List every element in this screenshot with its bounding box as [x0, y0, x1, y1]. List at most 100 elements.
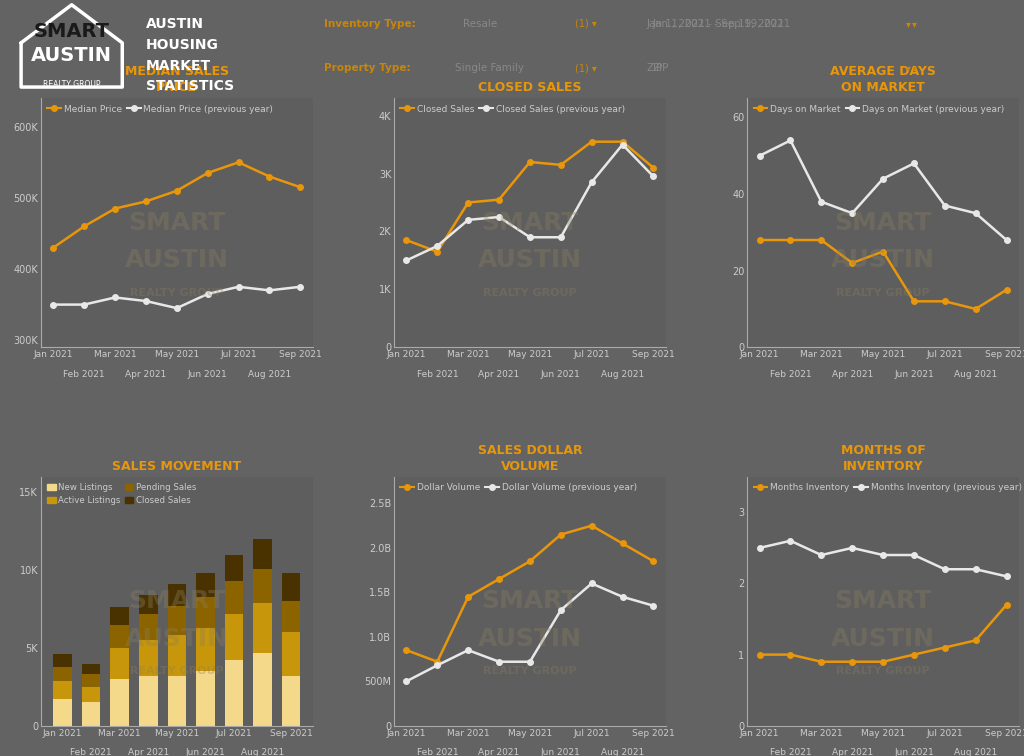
- Text: ▾: ▾: [912, 19, 918, 29]
- Text: SMART: SMART: [128, 211, 225, 235]
- Text: Aug 2021: Aug 2021: [954, 370, 997, 379]
- Bar: [139, 640, 158, 676]
- Text: Aug 2021: Aug 2021: [241, 748, 284, 756]
- Bar: [111, 679, 129, 726]
- Text: Jun 2021: Jun 2021: [187, 370, 227, 379]
- Text: AUSTIN: AUSTIN: [146, 17, 204, 31]
- Title: SALES DOLLAR
VOLUME: SALES DOLLAR VOLUME: [477, 444, 583, 472]
- Bar: [253, 539, 271, 569]
- Bar: [53, 667, 72, 680]
- Title: MEDIAN SALES
PRICE: MEDIAN SALES PRICE: [125, 65, 228, 94]
- Text: (1) ▾: (1) ▾: [574, 19, 596, 29]
- Text: SMART: SMART: [481, 211, 579, 235]
- Text: ▾: ▾: [905, 64, 910, 73]
- Bar: [82, 664, 100, 674]
- Text: HOUSING: HOUSING: [146, 38, 219, 52]
- Text: Feb 2021: Feb 2021: [417, 370, 458, 379]
- Text: Feb 2021: Feb 2021: [71, 748, 112, 756]
- Legend: New Listings, Active Listings, Pending Sales, Closed Sales: New Listings, Active Listings, Pending S…: [45, 481, 199, 507]
- Text: Feb 2021: Feb 2021: [417, 748, 458, 756]
- Text: REALTY GROUP: REALTY GROUP: [483, 666, 577, 676]
- Bar: [224, 614, 243, 661]
- Bar: [139, 676, 158, 726]
- Text: REALTY GROUP: REALTY GROUP: [43, 80, 100, 88]
- Text: Apr 2021: Apr 2021: [125, 370, 167, 379]
- Text: Single Family: Single Family: [455, 64, 524, 73]
- Text: SMART: SMART: [835, 211, 932, 235]
- Text: SMART: SMART: [835, 589, 932, 613]
- Text: MARKET: MARKET: [146, 59, 211, 73]
- Bar: [111, 624, 129, 648]
- Text: Jan 1, 2021 - Sep 19, 2021: Jan 1, 2021 - Sep 19, 2021: [647, 19, 785, 29]
- Text: ZIP: ZIP: [652, 64, 669, 73]
- Text: Apr 2021: Apr 2021: [478, 370, 519, 379]
- Bar: [82, 702, 100, 726]
- Text: Jun 2021: Jun 2021: [894, 370, 934, 379]
- Text: Apr 2021: Apr 2021: [128, 748, 169, 756]
- Bar: [224, 661, 243, 726]
- Text: Apr 2021: Apr 2021: [478, 748, 519, 756]
- Text: ▾: ▾: [912, 64, 918, 73]
- Legend: Months Inventory, Months Inventory (previous year): Months Inventory, Months Inventory (prev…: [752, 482, 1024, 494]
- Bar: [253, 652, 271, 726]
- Text: Jun 2021: Jun 2021: [185, 748, 225, 756]
- Bar: [168, 676, 186, 726]
- Title: SALES MOVEMENT: SALES MOVEMENT: [113, 460, 242, 472]
- Text: Resale: Resale: [463, 19, 498, 29]
- Bar: [168, 636, 186, 676]
- Text: Jun 2021: Jun 2021: [541, 748, 581, 756]
- Text: Feb 2021: Feb 2021: [770, 370, 811, 379]
- Text: Aug 2021: Aug 2021: [601, 370, 644, 379]
- Title: AVERAGE DAYS
ON MARKET: AVERAGE DAYS ON MARKET: [830, 65, 936, 94]
- Text: ZIP: ZIP: [647, 64, 664, 73]
- Bar: [224, 555, 243, 581]
- Text: (1) ▾: (1) ▾: [574, 64, 596, 73]
- Text: Inventory Type:: Inventory Type:: [325, 19, 420, 29]
- Bar: [111, 648, 129, 679]
- Bar: [196, 627, 215, 671]
- Bar: [253, 569, 271, 603]
- Bar: [111, 608, 129, 624]
- Text: Aug 2021: Aug 2021: [954, 748, 997, 756]
- Bar: [139, 595, 158, 614]
- Bar: [282, 573, 300, 601]
- Bar: [53, 680, 72, 699]
- Text: Property Type:: Property Type:: [325, 64, 415, 73]
- Legend: Dollar Volume, Dollar Volume (previous year): Dollar Volume, Dollar Volume (previous y…: [398, 482, 639, 494]
- Bar: [82, 674, 100, 687]
- Legend: Days on Market, Days on Market (previous year): Days on Market, Days on Market (previous…: [752, 103, 1006, 116]
- Bar: [282, 601, 300, 632]
- Text: SMART: SMART: [34, 22, 110, 41]
- Text: Aug 2021: Aug 2021: [248, 370, 291, 379]
- Text: REALTY GROUP: REALTY GROUP: [837, 666, 930, 676]
- Text: Apr 2021: Apr 2021: [831, 748, 872, 756]
- Bar: [196, 573, 215, 596]
- Bar: [282, 676, 300, 726]
- Text: SMART: SMART: [128, 589, 225, 613]
- Bar: [168, 584, 186, 606]
- Text: AUSTIN: AUSTIN: [478, 627, 582, 651]
- Bar: [253, 603, 271, 652]
- Text: Jun 2021: Jun 2021: [894, 748, 934, 756]
- Text: REALTY GROUP: REALTY GROUP: [130, 287, 223, 298]
- Text: STATISTICS: STATISTICS: [146, 79, 234, 94]
- Title: CLOSED SALES: CLOSED SALES: [478, 82, 582, 94]
- Text: Jan 1, 2021 - Sep 19, 2021: Jan 1, 2021 - Sep 19, 2021: [652, 19, 791, 29]
- Text: Feb 2021: Feb 2021: [63, 370, 105, 379]
- Text: REALTY GROUP: REALTY GROUP: [130, 666, 223, 676]
- Text: Aug 2021: Aug 2021: [601, 748, 644, 756]
- Bar: [224, 581, 243, 614]
- Text: AUSTIN: AUSTIN: [125, 627, 228, 651]
- Text: REALTY GROUP: REALTY GROUP: [483, 287, 577, 298]
- Bar: [53, 699, 72, 726]
- Text: ▾: ▾: [905, 19, 910, 29]
- Text: Jun 2021: Jun 2021: [541, 370, 581, 379]
- Text: SMART: SMART: [481, 589, 579, 613]
- Text: AUSTIN: AUSTIN: [125, 248, 228, 272]
- Bar: [196, 596, 215, 627]
- Title: MONTHS OF
INVENTORY: MONTHS OF INVENTORY: [841, 444, 926, 472]
- Bar: [282, 632, 300, 676]
- Text: AUSTIN: AUSTIN: [831, 627, 935, 651]
- Bar: [139, 614, 158, 640]
- Legend: Closed Sales, Closed Sales (previous year): Closed Sales, Closed Sales (previous yea…: [398, 103, 627, 116]
